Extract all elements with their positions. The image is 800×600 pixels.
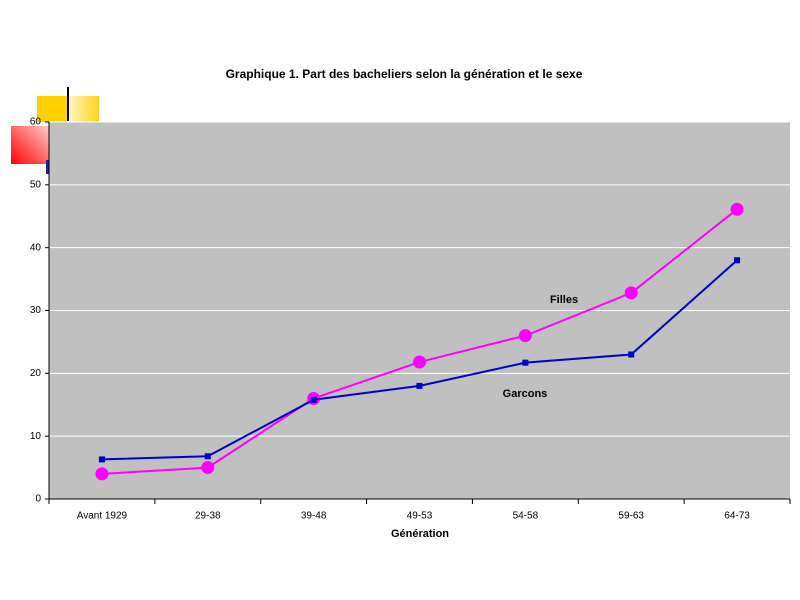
marker (204, 453, 211, 460)
marker (416, 382, 423, 389)
marker (98, 456, 105, 463)
x-tick-label: 39-48 (301, 511, 327, 522)
x-tick-label: 54-58 (513, 511, 539, 522)
y-tick-label: 30 (30, 305, 42, 316)
x-tick-label: Avant 1929 (77, 511, 128, 522)
marker (310, 396, 317, 403)
x-tick-label: 64-73 (724, 511, 750, 522)
marker (734, 257, 741, 264)
marker (518, 329, 532, 343)
chart-title: Graphique 1. Part des bacheliers selon l… (226, 67, 583, 81)
series-annotation: Filles (550, 294, 578, 306)
x-tick-label: 59-63 (618, 511, 644, 522)
y-tick-label: 20 (30, 368, 42, 379)
series-annotation: Garcons (503, 388, 548, 400)
marker (95, 467, 109, 481)
marker (628, 351, 635, 358)
decoration (46, 160, 50, 174)
x-tick-label: 49-53 (407, 511, 433, 522)
y-tick-label: 40 (30, 242, 42, 253)
decoration (37, 96, 67, 122)
y-tick-label: 60 (30, 117, 42, 128)
x-tick-label: 29-38 (195, 511, 221, 522)
marker (413, 355, 426, 369)
marker (730, 202, 744, 216)
decoration (67, 96, 99, 122)
marker (522, 359, 529, 366)
y-tick-label: 10 (30, 431, 42, 442)
y-tick-label: 50 (30, 179, 42, 190)
marker (624, 286, 638, 300)
y-tick-label: 0 (35, 494, 41, 505)
marker (201, 461, 215, 475)
decoration (11, 126, 51, 164)
x-axis-label: Génération (391, 528, 449, 540)
